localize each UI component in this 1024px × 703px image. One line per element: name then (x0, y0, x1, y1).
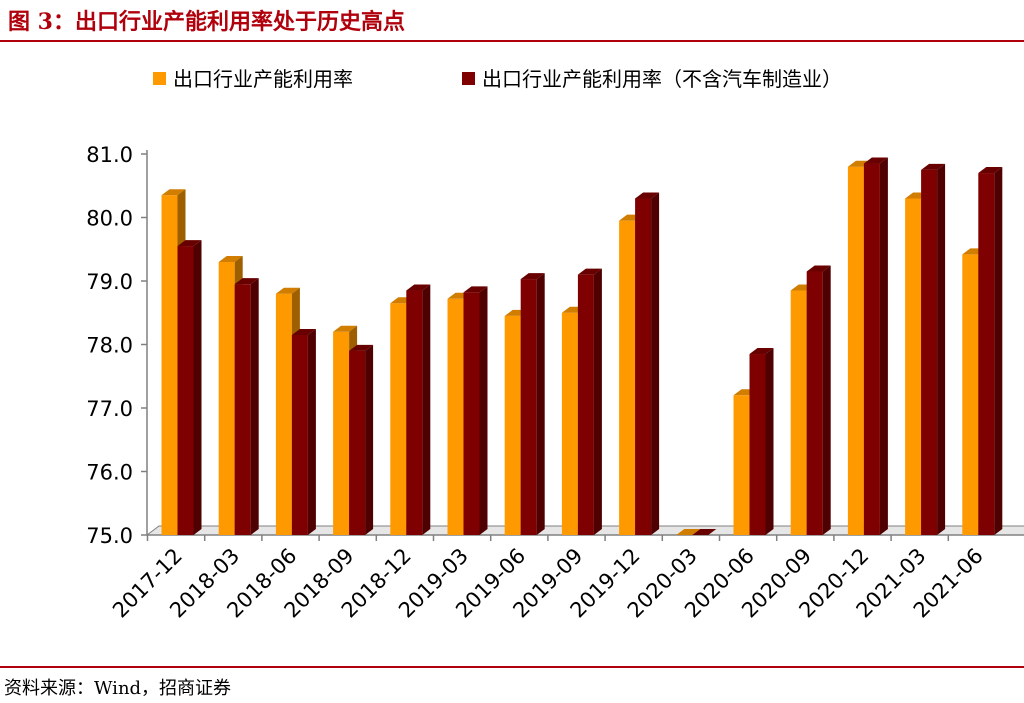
bar-front (577, 274, 594, 535)
bar-front (234, 284, 251, 535)
bar (520, 273, 545, 535)
bar-chart: 出口行业产能利用率 出口行业产能利用率（不含汽车制造业） 75.0 76.0 77.0… (86, 67, 1024, 623)
bar-side (937, 163, 946, 535)
y-tick-label: 77.0 (86, 397, 133, 421)
legend-swatch (153, 72, 166, 85)
bar (749, 348, 774, 535)
bar (291, 328, 316, 535)
bar-front (863, 163, 880, 535)
bar-side (593, 268, 602, 535)
bar-front (161, 195, 178, 535)
legend-label: 出口行业产能利用率 (173, 67, 353, 91)
bar (921, 163, 946, 535)
bar-front (218, 261, 235, 535)
y-axis: 75.0 76.0 77.0 78.0 79.0 80.0 81.0 (86, 143, 148, 548)
bar-front (275, 293, 292, 535)
bar-front (390, 303, 407, 535)
y-tick-label: 80.0 (86, 207, 133, 231)
bar-front (905, 198, 922, 535)
y-tick-label: 78.0 (86, 334, 133, 358)
bar-front (921, 169, 938, 535)
bar-side (765, 348, 774, 535)
bar-front (749, 354, 766, 535)
legend-label: 出口行业产能利用率（不含汽车制造业） (482, 67, 842, 91)
source-note: 资料来源：Wind，招商证券 (4, 678, 232, 699)
bar (406, 284, 431, 535)
bar-front (978, 173, 995, 536)
bar-top (275, 287, 300, 294)
bar (692, 529, 717, 535)
bar (349, 344, 374, 535)
bar-top (863, 157, 888, 164)
y-tick-label: 79.0 (86, 270, 133, 294)
bar-front (177, 246, 194, 535)
bar-side (250, 278, 259, 535)
bar-side (479, 286, 488, 535)
bar-front (806, 271, 823, 535)
bar-side (651, 192, 660, 535)
y-tick-label: 76.0 (86, 461, 133, 485)
bar-front (406, 290, 423, 535)
y-tick-label: 75.0 (86, 524, 133, 548)
bar-side (822, 265, 831, 535)
bar (863, 157, 888, 535)
x-axis: 2017-122018-032018-062018-092018-122019-… (108, 535, 988, 623)
chart-legend: 出口行业产能利用率 出口行业产能利用率（不含汽车制造业） (153, 67, 842, 91)
header-rule (0, 40, 1024, 42)
bar (234, 278, 259, 535)
bar-side (536, 273, 545, 535)
legend-swatch (462, 72, 475, 85)
footer-rule (0, 666, 1024, 668)
bar-front (291, 334, 308, 535)
bar-side (365, 344, 374, 535)
bar-side (994, 167, 1003, 536)
bar-group (161, 157, 1003, 536)
bar-side (422, 284, 431, 535)
bar-front (333, 331, 350, 535)
bar-front (733, 395, 750, 535)
bar (177, 240, 202, 535)
bar-front (561, 312, 578, 535)
bar (806, 265, 831, 535)
figure-header: 图 3：出口行业产能利用率处于历史高点 (0, 0, 1024, 44)
bar-top (218, 255, 243, 262)
bar-side (193, 240, 202, 535)
bar-front (635, 198, 652, 535)
y-tick-label: 81.0 (86, 143, 133, 167)
bar (463, 286, 488, 535)
figure-title: 图 3：出口行业产能利用率处于历史高点 (8, 9, 405, 35)
bar-front (962, 254, 979, 535)
bar-front (504, 315, 521, 535)
bar-side (307, 328, 316, 535)
bar (577, 268, 602, 535)
bar-top (234, 278, 259, 285)
bar-front (790, 290, 807, 535)
bar-top (692, 529, 717, 535)
bar-front (349, 350, 366, 535)
bar (635, 192, 660, 535)
bar (978, 167, 1003, 536)
bar-front (447, 298, 464, 535)
bar-front (520, 279, 537, 535)
bar-front (619, 220, 636, 536)
bar-front (847, 166, 864, 535)
bar-front (463, 292, 480, 535)
bar-side (879, 157, 888, 535)
